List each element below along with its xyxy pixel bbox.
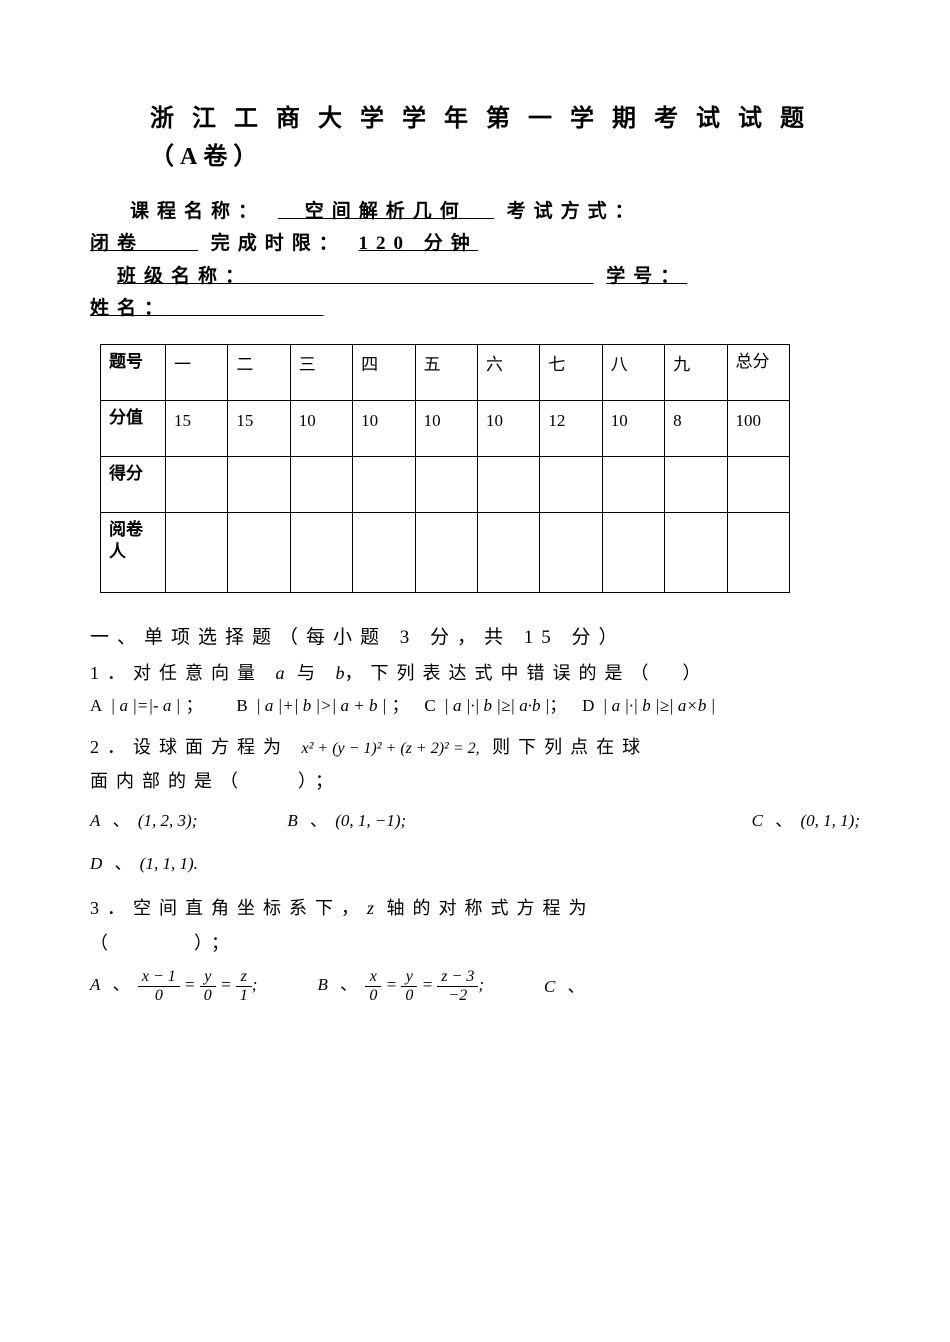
meta-line-1: 课程名称： 空间解析几何 考试方式： [90,197,860,227]
blank-cell [166,513,228,593]
q3-paren: （ ）； [90,928,860,959]
val-total: 100 [727,401,789,457]
q3-opt-c: C 、 [544,973,589,1000]
q1-opt-b: | a |+| b |>| a + b | [256,696,386,715]
blank-cell [727,457,789,513]
q3-opt-b: B 、 x0 = y0 = z − 3−2; [317,968,484,1004]
col-1: 一 [166,345,228,401]
col-5: 五 [415,345,477,401]
table-row-header: 题号 一 二 三 四 五 六 七 八 九 总分 [101,345,790,401]
blank-cell [415,513,477,593]
id-label: 学号： [606,266,687,287]
blank-cell [166,457,228,513]
val-5: 10 [415,401,477,457]
q3-opt-a: A 、 x − 10 = y0 = z1; [90,968,257,1004]
blank-cell [665,513,727,593]
row-label-2: 得分 [101,457,166,513]
q2-stem-b: 则下列点在球 [492,737,648,757]
blank-cell [727,513,789,593]
q2-options-row2: D 、 (1, 1, 1). [90,850,860,877]
blank-cell [228,457,290,513]
q2-opt-b: B 、 (0, 1, −1); [287,807,406,834]
col-total: 总分 [727,345,789,401]
col-8: 八 [602,345,664,401]
blank-cell [665,457,727,513]
col-7: 七 [540,345,602,401]
blank-cell [353,513,415,593]
q2-options-row1: A 、 (1, 2, 3); B 、 (0, 1, −1); C 、 (0, 1… [90,807,860,834]
blank-cell [290,457,352,513]
val-3: 10 [290,401,352,457]
meta-line-3: 班级名称： 学号： [90,262,860,292]
table-row-values: 分值 15 15 10 10 10 10 12 10 8 100 [101,401,790,457]
col-4: 四 [353,345,415,401]
q3-stem: 3．空间直角坐标系下，z 轴的对称式方程为 [90,893,860,924]
q2-stem: 2．设球面方程为 x² + (y − 1)² + (z + 2)² = 2, 则… [90,732,860,763]
val-1: 15 [166,401,228,457]
blank-cell [290,513,352,593]
val-4: 10 [353,401,415,457]
table-row-reviewer: 阅卷人 [101,513,790,593]
blank-cell [477,513,539,593]
val-9: 8 [665,401,727,457]
q1-stem: 1．对任意向量 a 与 b，下列表达式中错误的是（ ） [90,658,860,689]
meta-line-2: 闭卷 完成时限： 120 分钟 [90,229,860,259]
q2-stem-c: 面内部的是（ ）； [90,766,860,797]
blank-cell [540,513,602,593]
q2-opt-a: A 、 (1, 2, 3); [90,807,197,834]
blank-cell [602,513,664,593]
val-7: 12 [540,401,602,457]
row-label-1: 分值 [101,401,166,457]
q1-opt-c: | a |·| b |≥| a·b | [444,696,549,715]
col-2: 二 [228,345,290,401]
score-table: 题号 一 二 三 四 五 六 七 八 九 总分 分值 15 15 10 10 1… [100,344,790,593]
exam-title: 浙 江 工 商 大 学 学 年 第 一 学 期 考 试 试 题 （A卷） [90,100,860,177]
course-value: 空间解析几何 [278,201,494,222]
val-6: 10 [477,401,539,457]
col-9: 九 [665,345,727,401]
blank-cell [228,513,290,593]
class-label: 班级名称： [117,266,594,287]
q1-opt-d: | a |·| b |≥| a×b | [603,696,716,715]
section-1-head: 一、单项选择题（每小题 3 分，共 15 分） [90,623,860,653]
q3-options: A 、 x − 10 = y0 = z1; B 、 x0 = y0 = z − … [90,968,860,1004]
course-label: 课程名称： [130,201,265,222]
row-label-3: 阅卷人 [101,513,166,593]
col-3: 三 [290,345,352,401]
q2-equation: x² + (y − 1)² + (z + 2)² = 2, [302,735,480,762]
blank-cell [415,457,477,513]
time-value: 120 分钟 [359,233,478,254]
name-label: 姓名： [90,298,324,319]
exam-mode-label: 考试方式： [507,201,642,222]
row-label-0: 题号 [101,345,166,401]
q1-opt-a: | a |=|- a | [111,696,181,715]
blank-cell [477,457,539,513]
q2-opt-c: C 、 (0, 1, 1); [752,807,860,834]
val-2: 15 [228,401,290,457]
val-8: 10 [602,401,664,457]
time-label: 完成时限： [211,233,346,254]
col-6: 六 [477,345,539,401]
q1-options: A | a |=|- a | ； B | a |+| b |>| a + b |… [90,692,860,719]
q2-stem-a: 2．设球面方程为 [90,737,289,757]
meta-line-4: 姓名： [90,294,860,324]
blank-cell [540,457,602,513]
exam-mode-value: 闭卷 [90,233,198,254]
blank-cell [602,457,664,513]
table-row-score: 得分 [101,457,790,513]
blank-cell [353,457,415,513]
q2-opt-d: D 、 (1, 1, 1). [90,850,198,877]
